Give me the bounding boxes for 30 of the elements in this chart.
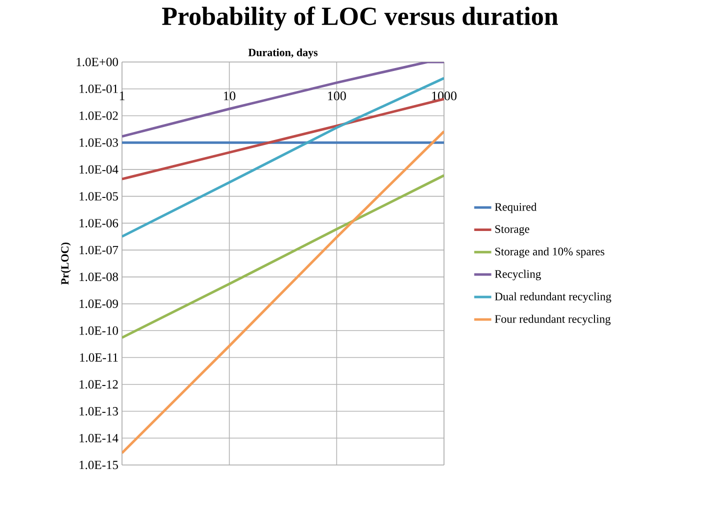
x-tick-label: 10 — [224, 92, 236, 100]
legend-label: Recycling — [494, 270, 541, 280]
y-tick-label: 1.0E-11 — [80, 353, 118, 362]
legend-label: Required — [494, 202, 537, 214]
y-tick-label: 1.0E-03 — [80, 138, 118, 147]
y-tick-label: 1.0E-08 — [80, 272, 118, 282]
y-axis-title: Pr(LOC) — [60, 242, 71, 285]
y-tick-label: 1.0E-14 — [80, 434, 118, 442]
x-tick-label: 100 — [328, 92, 346, 100]
y-tick-label: 1.0E-07 — [80, 246, 118, 254]
y-tick-label: 1.0E-13 — [80, 407, 118, 416]
line-series — [122, 130, 444, 454]
legend-label: Dual redundant recycling — [494, 292, 612, 303]
y-tick-label: 1.0E-15 — [80, 460, 118, 470]
legend-label: Storage — [495, 225, 530, 236]
legend-label: Four redundant recycling — [494, 314, 611, 326]
y-tick-label: 1.0E-05 — [80, 192, 118, 201]
y-tick-label: 1.0E-04 — [80, 165, 118, 174]
legend-label: Storage and 10% spares — [495, 247, 604, 258]
y-tick-label: 1.0E-12 — [80, 380, 118, 389]
x-tick-label: 1 — [120, 92, 124, 100]
y-tick-label: 1.0E-06 — [80, 218, 118, 228]
y-tick-label: 1.0E-01 — [80, 84, 118, 94]
y-tick-label: 1.0E-10 — [80, 326, 118, 335]
y-tick-label: 1.0E-09 — [80, 300, 118, 308]
y-tick-label: 1.0E-02 — [80, 111, 118, 120]
chart-title: Probability of LOC versus duration — [162, 6, 558, 30]
y-tick-label: 1.0E+00 — [76, 58, 118, 66]
x-axis-title: Duration, days — [248, 48, 318, 58]
line-series — [122, 174, 444, 339]
